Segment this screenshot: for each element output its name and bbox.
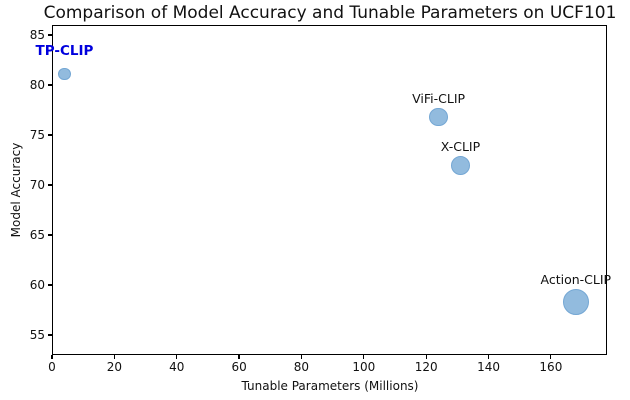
x-tick-mark xyxy=(425,355,427,359)
y-tick-mark xyxy=(48,84,52,86)
y-axis-label: Model Accuracy xyxy=(9,142,23,238)
x-tick-label: 140 xyxy=(477,360,500,374)
point-x-clip xyxy=(450,155,470,175)
x-tick-mark xyxy=(176,355,178,359)
x-tick-mark xyxy=(487,355,490,359)
x-tick-mark xyxy=(363,355,365,359)
x-tick-label: 160 xyxy=(539,360,563,374)
x-tick-label: 100 xyxy=(352,360,376,374)
x-tick-label: 120 xyxy=(414,360,438,374)
y-tick-label: 75 xyxy=(29,128,45,142)
x-tick-mark xyxy=(113,355,115,359)
x-tick-label: 60 xyxy=(231,360,247,374)
label-x-clip: X-CLIP xyxy=(440,138,481,154)
x-tick-label: 20 xyxy=(106,360,122,374)
label-tp-clip: TP-CLIP xyxy=(35,42,94,59)
x-axis-label: Tunable Parameters (Millions) xyxy=(241,379,419,393)
x-tick-mark xyxy=(238,355,240,359)
chart-title: Comparison of Model Accuracy and Tunable… xyxy=(43,3,617,23)
y-tick-mark xyxy=(48,184,52,186)
y-tick-mark xyxy=(48,334,52,336)
y-tick-label: 70 xyxy=(29,178,45,192)
x-tick-label: 80 xyxy=(293,360,310,374)
point-vifi-clip xyxy=(429,107,448,127)
label-vifi-clip: ViFi-CLIP xyxy=(412,90,466,106)
y-tick-mark xyxy=(48,134,52,136)
label-action-clip: Action-CLIP xyxy=(540,271,612,287)
y-tick-label: 80 xyxy=(29,78,45,92)
x-tick-mark xyxy=(51,355,53,359)
y-tick-mark xyxy=(48,234,52,236)
y-tick-label: 85 xyxy=(29,28,45,42)
x-tick-label: 40 xyxy=(169,360,185,374)
y-tick-label: 65 xyxy=(29,228,45,242)
point-tp-clip xyxy=(58,67,71,81)
y-tick-mark xyxy=(48,34,52,36)
y-tick-mark xyxy=(48,284,52,286)
y-tick-label: 60 xyxy=(29,278,45,292)
y-tick-label: 55 xyxy=(29,328,45,342)
plot-area xyxy=(52,25,607,355)
point-action-clip xyxy=(562,288,590,316)
x-tick-mark xyxy=(550,355,552,359)
x-tick-mark xyxy=(300,355,303,359)
x-tick-label: 0 xyxy=(48,360,56,374)
